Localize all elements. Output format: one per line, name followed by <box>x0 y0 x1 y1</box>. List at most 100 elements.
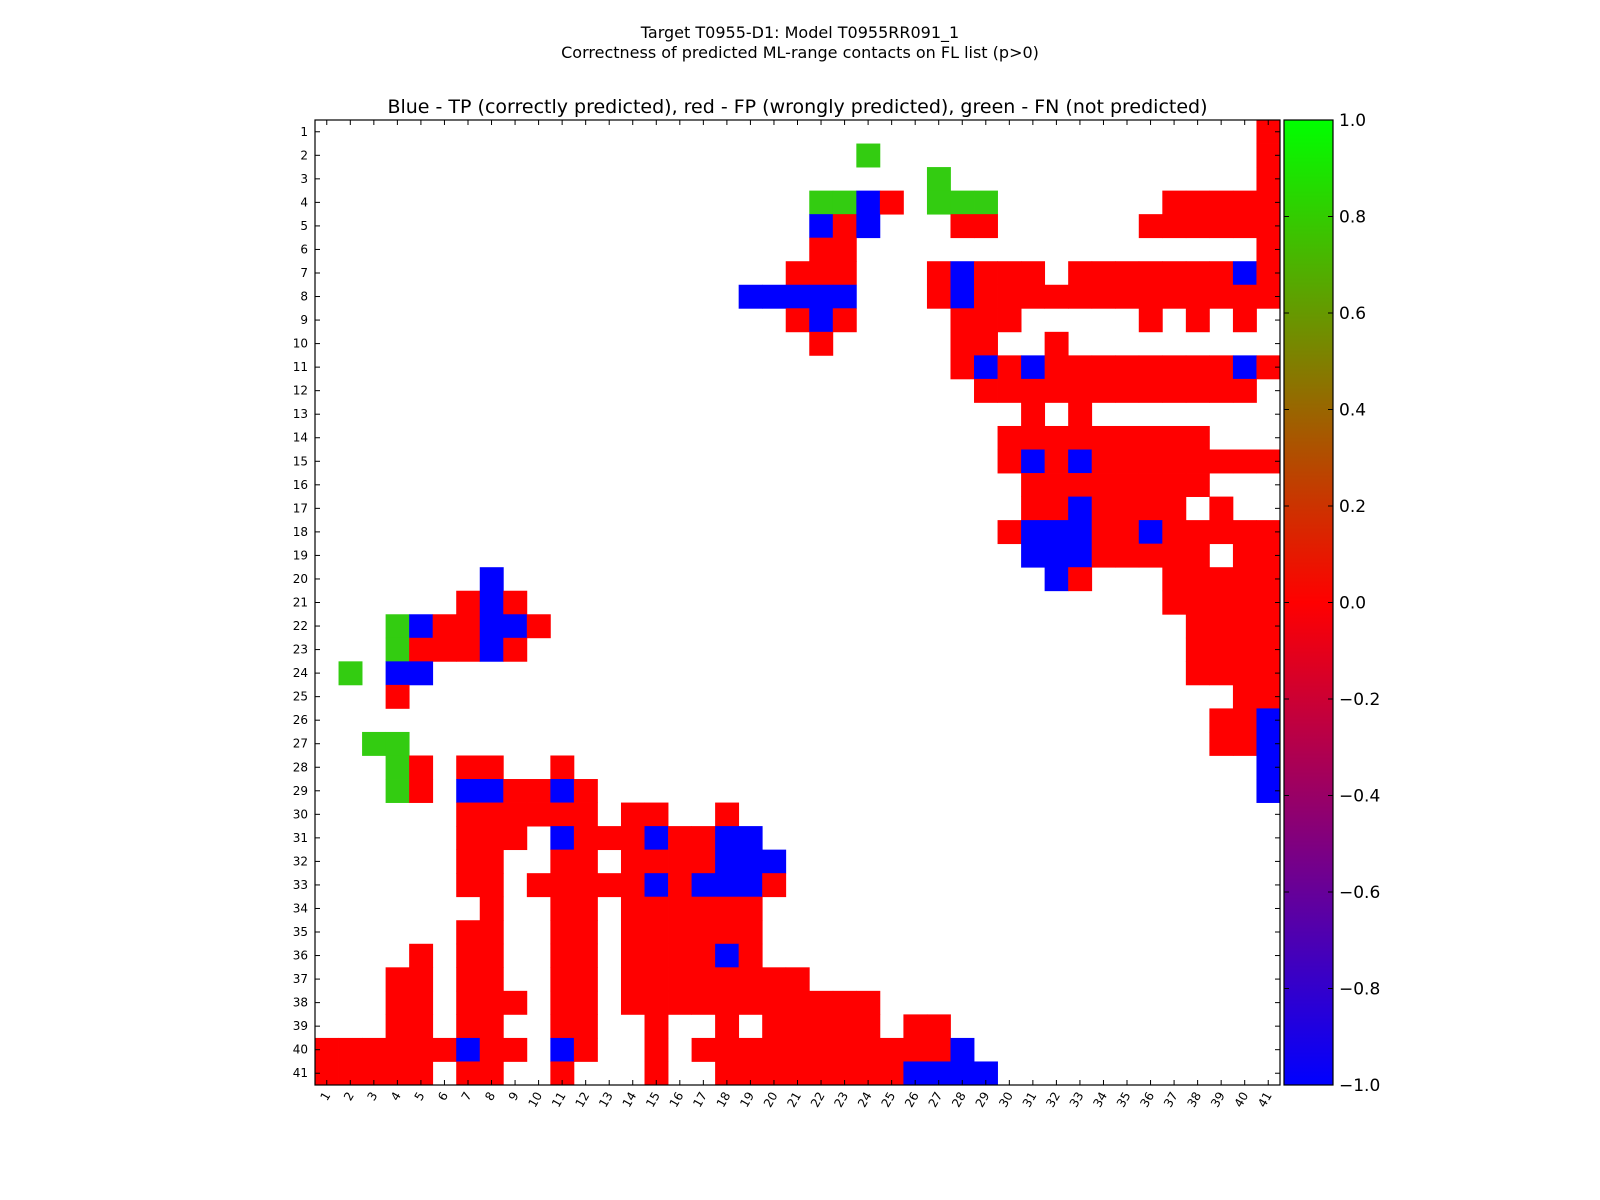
y-tick-label: 14 <box>293 431 308 445</box>
fp-cell <box>997 261 1022 286</box>
y-tick-label: 8 <box>300 290 308 304</box>
fp-cell <box>738 1061 763 1086</box>
fp-cell <box>974 378 998 403</box>
fp-cell <box>691 990 716 1015</box>
fp-cell <box>573 1037 598 1062</box>
fp-cell <box>550 1061 575 1086</box>
fp-cell <box>573 802 598 827</box>
tp-cell <box>691 873 716 898</box>
fp-cell <box>1068 402 1093 427</box>
fp-cell <box>1185 214 1210 239</box>
fp-cell <box>1185 378 1210 403</box>
tp-cell <box>738 849 763 874</box>
tp-cell <box>1256 708 1281 733</box>
fp-cell <box>385 684 410 709</box>
tp-cell <box>950 1061 975 1086</box>
fn-cell <box>856 143 881 168</box>
fp-cell <box>503 990 528 1015</box>
figure-subtitle: Correctness of predicted ML-range contac… <box>561 43 1039 62</box>
fn-cell <box>974 190 998 215</box>
tp-cell <box>809 308 834 333</box>
y-tick-label: 17 <box>293 501 308 515</box>
fp-cell <box>1021 496 1046 521</box>
fp-cell <box>573 779 598 803</box>
fp-cell <box>573 943 598 968</box>
tp-cell <box>1044 520 1069 545</box>
fp-cell <box>762 1037 787 1062</box>
fp-cell <box>1185 355 1210 380</box>
x-tick-label: 30 <box>996 1090 1016 1110</box>
fp-cell <box>668 967 692 992</box>
tp-cell <box>738 826 763 851</box>
fp-cell <box>997 449 1022 474</box>
fp-cell <box>668 849 692 874</box>
fp-cell <box>1091 261 1116 286</box>
fp-cell <box>926 284 951 309</box>
fp-cell <box>1068 284 1093 309</box>
y-tick-label: 21 <box>293 596 308 610</box>
y-tick-label: 29 <box>293 784 308 798</box>
fp-cell <box>409 755 434 780</box>
fp-cell <box>1256 143 1281 168</box>
y-tick-label: 31 <box>293 831 308 845</box>
x-tick-label: 4 <box>388 1090 404 1104</box>
fn-cell <box>832 190 857 215</box>
fp-cell <box>409 637 434 662</box>
colorbar-tick-label: −0.2 <box>1339 690 1380 710</box>
fp-cell <box>903 1037 928 1062</box>
tp-cell <box>762 849 787 874</box>
fp-cell <box>456 826 481 851</box>
fp-cell <box>315 1061 339 1086</box>
fp-cell <box>1115 520 1140 545</box>
fp-cell <box>644 896 669 921</box>
fp-cell <box>644 1014 669 1039</box>
fp-cell <box>1256 449 1281 474</box>
fp-cell <box>479 1061 504 1086</box>
fp-cell <box>1138 543 1163 568</box>
fp-cell <box>1209 567 1234 592</box>
fp-cell <box>879 1037 904 1062</box>
fp-cell <box>1232 214 1257 239</box>
fp-cell <box>1138 378 1163 403</box>
x-tick-label: 34 <box>1090 1090 1110 1110</box>
y-tick-label: 6 <box>300 242 308 256</box>
fp-cell <box>785 1014 810 1039</box>
fp-cell <box>668 896 692 921</box>
fp-cell <box>832 237 857 262</box>
fp-cell <box>1068 261 1093 286</box>
x-tick-label: 15 <box>643 1090 663 1110</box>
fp-cell <box>1115 473 1140 497</box>
x-tick-label: 17 <box>690 1090 710 1110</box>
fp-cell <box>526 802 551 827</box>
fp-cell <box>644 943 669 968</box>
tp-cell <box>715 826 740 851</box>
tp-cell <box>738 284 763 309</box>
y-tick-label: 41 <box>293 1066 308 1080</box>
fp-cell <box>550 990 575 1015</box>
fp-cell <box>738 896 763 921</box>
fp-cell <box>620 873 645 898</box>
fp-cell <box>785 1061 810 1086</box>
x-tick-label: 25 <box>878 1090 898 1110</box>
fp-cell <box>456 920 481 945</box>
fp-cell <box>832 214 857 239</box>
tp-cell <box>1021 355 1046 380</box>
x-tick-label: 26 <box>902 1090 922 1110</box>
fp-cell <box>526 873 551 898</box>
fp-cell <box>456 614 481 639</box>
fn-cell <box>950 190 975 215</box>
fp-cell <box>1256 614 1281 639</box>
y-tick-label: 1 <box>300 125 308 139</box>
tp-cell <box>1256 779 1281 803</box>
fp-cell <box>409 1061 434 1086</box>
x-tick-label: 11 <box>549 1090 569 1110</box>
fp-cell <box>691 826 716 851</box>
tp-cell <box>479 590 504 615</box>
y-tick-label: 25 <box>293 690 308 704</box>
fp-cell <box>479 1037 504 1062</box>
fp-cell <box>526 614 551 639</box>
fp-cell <box>832 1037 857 1062</box>
fp-cell <box>1138 284 1163 309</box>
fp-cell <box>715 1061 740 1086</box>
